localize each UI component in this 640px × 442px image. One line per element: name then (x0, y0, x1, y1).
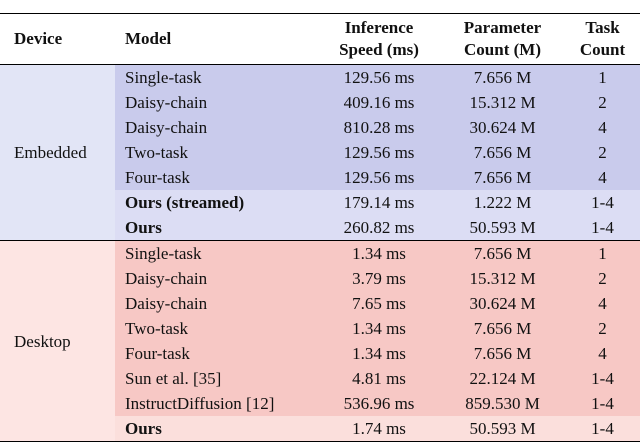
model-cell: Daisy-chain (115, 115, 318, 140)
value-cell: 50.593 M (440, 416, 565, 442)
value-cell: 1.34 ms (318, 316, 440, 341)
model-cell: Daisy-chain (115, 266, 318, 291)
model-cell: Single-task (115, 64, 318, 90)
device-group: Embedded Single-task 129.56 ms 7.656 M 1 Dais… (0, 64, 640, 241)
value-cell: 15.312 M (440, 90, 565, 115)
model-cell: Four-task (115, 165, 318, 190)
value-cell: 1-4 (565, 215, 640, 241)
header-cell: Task Count (579, 18, 626, 59)
device-group: Desktop Single-task 1.34 ms 7.656 M 1 Daisy-c… (0, 240, 640, 442)
value-cell: 129.56 ms (318, 140, 440, 165)
model-cell: Daisy-chain (115, 291, 318, 316)
value-cell: 4 (565, 341, 640, 366)
value-cell: 50.593 M (440, 215, 565, 241)
header-cell: Inference Speed (ms) (339, 18, 419, 59)
value-cell: 179.14 ms (318, 190, 440, 215)
value-cell: 30.624 M (440, 291, 565, 316)
value-cell: 7.656 M (440, 64, 565, 90)
value-cell: 129.56 ms (318, 165, 440, 190)
header-cell: Parameter Count (M) (463, 18, 542, 59)
header-cell: Device (14, 29, 63, 48)
value-cell: 1.222 M (440, 190, 565, 215)
model-cell: Two-task (115, 316, 318, 341)
model-cell: Single-task (115, 240, 318, 266)
value-cell: 22.124 M (440, 366, 565, 391)
table-row: Ours 260.82 ms 50.593 M 1-4 (0, 215, 640, 241)
value-cell: 536.96 ms (318, 391, 440, 416)
value-cell: 2 (565, 266, 640, 291)
value-cell: 260.82 ms (318, 215, 440, 241)
value-cell: 129.56 ms (318, 64, 440, 90)
value-cell: 1.34 ms (318, 240, 440, 266)
value-cell: 7.656 M (440, 316, 565, 341)
value-cell: 7.65 ms (318, 291, 440, 316)
value-cell: 1 (565, 64, 640, 90)
value-cell: 1-4 (565, 190, 640, 215)
value-cell: 1 (565, 240, 640, 266)
value-cell: 2 (565, 316, 640, 341)
value-cell: 1-4 (565, 391, 640, 416)
value-cell: 7.656 M (440, 140, 565, 165)
value-cell: 15.312 M (440, 266, 565, 291)
table-row: Ours 1.74 ms 50.593 M 1-4 (0, 416, 640, 442)
value-cell: 4 (565, 291, 640, 316)
value-cell: 859.530 M (440, 391, 565, 416)
header-row: Device Model Inference Speed (ms) Parame… (0, 13, 640, 65)
model-cell: Daisy-chain (115, 90, 318, 115)
model-cell: Ours (115, 215, 318, 241)
model-cell: Sun et al. [35] (115, 366, 318, 391)
value-cell: 7.656 M (440, 341, 565, 366)
header-cell: Model (125, 29, 172, 48)
device-cell: Desktop (0, 240, 115, 442)
results-table: Device Model Inference Speed (ms) Parame… (0, 13, 640, 442)
model-cell: Four-task (115, 341, 318, 366)
value-cell: 1-4 (565, 416, 640, 442)
table-row: Ours (streamed) 179.14 ms 1.222 M 1-4 (0, 190, 640, 215)
value-cell: 409.16 ms (318, 90, 440, 115)
value-cell: 1.74 ms (318, 416, 440, 442)
value-cell: 30.624 M (440, 115, 565, 140)
table-row: Sun et al. [35] 4.81 ms 22.124 M 1-4 (0, 366, 640, 391)
value-cell: 4 (565, 115, 640, 140)
value-cell: 810.28 ms (318, 115, 440, 140)
model-cell: Ours (115, 416, 318, 442)
value-cell: 1.34 ms (318, 341, 440, 366)
device-cell: Embedded (0, 64, 115, 241)
value-cell: 2 (565, 140, 640, 165)
value-cell: 7.656 M (440, 240, 565, 266)
value-cell: 4 (565, 165, 640, 190)
model-cell: Two-task (115, 140, 318, 165)
value-cell: 2 (565, 90, 640, 115)
table-container: Device Model Inference Speed (ms) Parame… (0, 13, 640, 442)
value-cell: 3.79 ms (318, 266, 440, 291)
model-cell: Ours (streamed) (115, 190, 318, 215)
value-cell: 4.81 ms (318, 366, 440, 391)
value-cell: 1-4 (565, 366, 640, 391)
value-cell: 7.656 M (440, 165, 565, 190)
table-row: InstructDiffusion [12] 536.96 ms 859.530 M… (0, 391, 640, 416)
table-header: Device Model Inference Speed (ms) Parame… (0, 13, 640, 65)
model-cell: InstructDiffusion [12] (115, 391, 318, 416)
